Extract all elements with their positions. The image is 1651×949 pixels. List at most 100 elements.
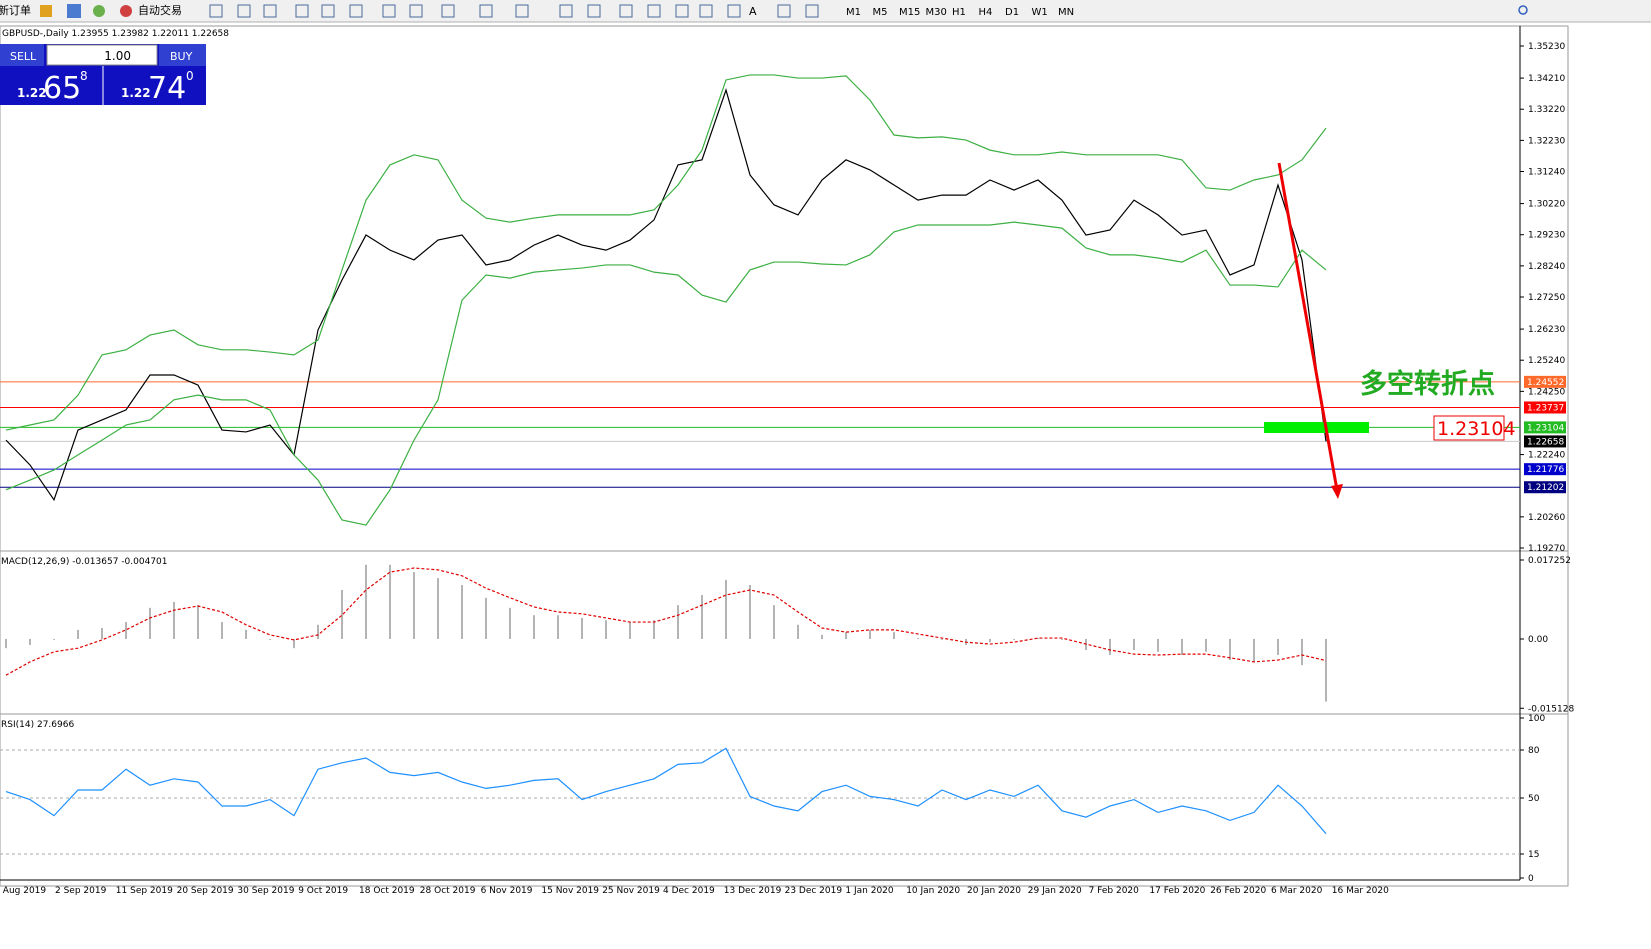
tool-icon[interactable]	[515, 4, 529, 18]
y-tick-label: 0	[1528, 874, 1534, 884]
tool-icon[interactable]	[237, 4, 251, 18]
macd-name: MACD(12,26,9)	[1, 557, 69, 567]
lots-input[interactable]	[46, 44, 158, 66]
tool-icon[interactable]	[805, 4, 819, 18]
y-tick-label: -0.015128	[1528, 704, 1574, 714]
x-tick-label: 15 Nov 2019	[541, 886, 599, 896]
buy-label: BUY	[170, 50, 193, 63]
icon[interactable]	[93, 5, 105, 17]
timeframe-button[interactable]: M1	[846, 7, 861, 18]
x-tick-label: 7 Feb 2020	[1089, 886, 1140, 896]
timeframe-button[interactable]: M5	[873, 7, 888, 18]
ask-prefix: 1.22	[121, 86, 151, 100]
y-tick-label: 1.25240	[1528, 356, 1565, 366]
y-tick-label: 1.33220	[1528, 105, 1565, 115]
tool-icon[interactable]	[587, 4, 601, 18]
level-box	[1433, 415, 1505, 441]
new-order-button[interactable]: 新订单	[0, 3, 31, 17]
tool-icon[interactable]	[409, 4, 423, 18]
timeframe-button[interactable]: MN	[1058, 7, 1074, 18]
search-icon	[1518, 5, 1528, 15]
series-line	[5, 88, 1327, 502]
tool-icon[interactable]	[699, 4, 713, 18]
macd-value: -0.013657	[72, 557, 118, 567]
x-tick-label: 23 Dec 2019	[785, 886, 843, 896]
y-tick-label: 100	[1528, 714, 1545, 724]
price-label-box	[1524, 481, 1566, 494]
x-tick-label: 25 Nov 2019	[602, 886, 660, 896]
ask-big: 74	[148, 71, 186, 106]
y-tick-label: 1.24250	[1528, 387, 1565, 397]
tool-icon[interactable]	[321, 4, 335, 18]
series-line	[5, 747, 1327, 835]
tool-icon[interactable]	[441, 4, 455, 18]
x-tick-label: 30 Sep 2019	[237, 886, 294, 896]
x-tick-label: 29 Jan 2020	[1028, 886, 1082, 896]
tool-icon[interactable]	[263, 4, 277, 18]
sell-button[interactable]	[0, 44, 44, 66]
highlight-zone	[1264, 422, 1369, 433]
tool-icon[interactable]	[559, 4, 573, 18]
x-tick-label: 6 Nov 2019	[481, 886, 533, 896]
timeframe-button[interactable]: D1	[1005, 7, 1019, 18]
y-tick-label: 1.26230	[1528, 325, 1565, 335]
auto-trading-icon[interactable]	[120, 5, 132, 17]
y-tick-label: 0.00	[1528, 635, 1548, 645]
timeframe-button[interactable]: M30	[926, 7, 947, 18]
price-label-box	[1524, 375, 1566, 388]
x-tick-label: 26 Feb 2020	[1210, 886, 1266, 896]
timeframe-button[interactable]: H1	[952, 7, 966, 18]
series-line	[5, 74, 1327, 431]
tool-icon[interactable]	[777, 4, 791, 18]
bid-sup: 8	[80, 69, 88, 83]
tool-icon[interactable]	[727, 4, 741, 18]
signal-value: -0.004701	[121, 557, 167, 567]
price-label-box	[1524, 401, 1566, 414]
x-tick-label: 11 Sep 2019	[116, 886, 173, 896]
buy-button[interactable]	[159, 44, 206, 66]
macd-title: MACD(12,26,9) -0.013657 -0.004701	[1, 557, 168, 567]
timeframe-button[interactable]: H4	[979, 7, 993, 18]
rsi-title: RSI(14) 27.6966	[1, 720, 74, 730]
y-tick-label: 1.30220	[1528, 200, 1565, 210]
x-tick-label: 4 Dec 2019	[663, 886, 715, 896]
price-label-box	[1524, 435, 1566, 448]
auto-trading-button[interactable]: 自动交易	[138, 3, 182, 17]
tool-icon[interactable]	[675, 4, 689, 18]
price-label: 1.23737	[1527, 403, 1564, 413]
tool-icon[interactable]	[647, 4, 661, 18]
series-line	[5, 567, 1327, 676]
x-tick-label: 18 Oct 2019	[359, 886, 415, 896]
x-tick-label: 3 Aug 2019	[0, 886, 46, 896]
icon[interactable]	[40, 5, 52, 17]
rsi-value: 27.6966	[37, 720, 74, 730]
y-tick-label: 1.32230	[1528, 136, 1565, 146]
lots-value: 1.00	[104, 49, 131, 63]
tool-icon[interactable]	[209, 4, 223, 18]
timeframe-button[interactable]: W1	[1032, 7, 1048, 18]
icon[interactable]	[67, 4, 81, 18]
x-tick-label: 9 Oct 2019	[298, 886, 348, 896]
tool-icon[interactable]	[382, 4, 396, 18]
x-tick-label: 17 Feb 2020	[1149, 886, 1205, 896]
price-label: 1.21776	[1527, 465, 1564, 475]
timeframe-button[interactable]: M15	[899, 7, 920, 18]
sell-label: SELL	[10, 50, 37, 63]
chart-frame	[0, 25, 1569, 887]
tool-icon[interactable]	[479, 4, 493, 18]
price-label-box	[1524, 463, 1566, 476]
y-tick-label: 50	[1528, 794, 1540, 804]
tool-icon[interactable]	[349, 4, 363, 18]
y-tick-label: 1.34210	[1528, 74, 1565, 84]
price-label: 1.23104	[1527, 423, 1564, 433]
trend-arrow	[1277, 162, 1339, 491]
arrow-head	[1331, 484, 1343, 499]
price-label: 1.24552	[1527, 378, 1564, 388]
y-tick-label: 1.29230	[1528, 231, 1565, 241]
text-tool[interactable]: A	[749, 5, 757, 18]
tool-icon[interactable]	[295, 4, 309, 18]
bid-prefix: 1.22	[17, 86, 47, 100]
tool-icon[interactable]	[619, 4, 633, 18]
